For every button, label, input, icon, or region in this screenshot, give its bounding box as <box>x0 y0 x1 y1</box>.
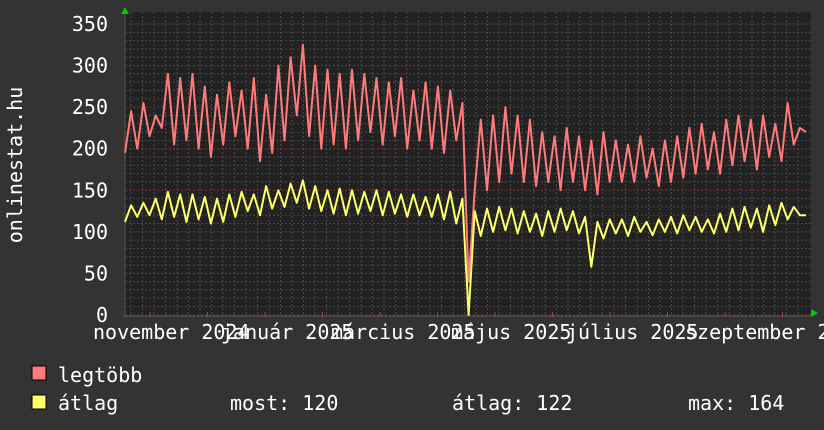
x-tick-label: november 2024 <box>93 320 250 344</box>
y-tick-label: 200 <box>72 137 108 161</box>
y-tick-label: 350 <box>72 12 108 36</box>
x-tick-label: július 2025 <box>566 320 698 344</box>
stat-max: max: 164 <box>688 391 784 415</box>
y-tick-label: 150 <box>72 178 108 202</box>
y-tick-label: 300 <box>72 54 108 78</box>
grid <box>123 10 811 317</box>
y-tick-label: 50 <box>84 261 108 285</box>
y-tick-label: 100 <box>72 220 108 244</box>
series-line-atlag <box>124 179 806 316</box>
x-tick-label: szeptember 20 <box>685 320 824 344</box>
stat-atlag: átlag: 122 <box>452 391 572 415</box>
x-tick-label: május 2025 <box>451 320 571 344</box>
x-tick-label: március 2025 <box>331 320 476 344</box>
y-tick-label: 250 <box>72 95 108 119</box>
legend-swatch-legtobb <box>31 365 47 381</box>
stat-most: most: 120 <box>230 391 338 415</box>
series-lines <box>124 43 807 316</box>
x-axis-arrow-icon <box>811 309 818 317</box>
x-tick-label: január 2025 <box>221 320 353 344</box>
legend-swatch-atlag <box>31 394 47 410</box>
legend-label-legtobb: legtöbb <box>58 363 142 387</box>
legend-label-atlag: átlag <box>58 391 118 415</box>
y-axis: 0 50 100 150 200 250 300 350 <box>72 12 108 327</box>
y-axis-arrow-icon <box>121 7 129 14</box>
y-axis-label: onlinestat.hu <box>3 87 27 244</box>
series-line-legtobb <box>124 43 807 283</box>
y-tick-label: 0 <box>96 303 108 327</box>
